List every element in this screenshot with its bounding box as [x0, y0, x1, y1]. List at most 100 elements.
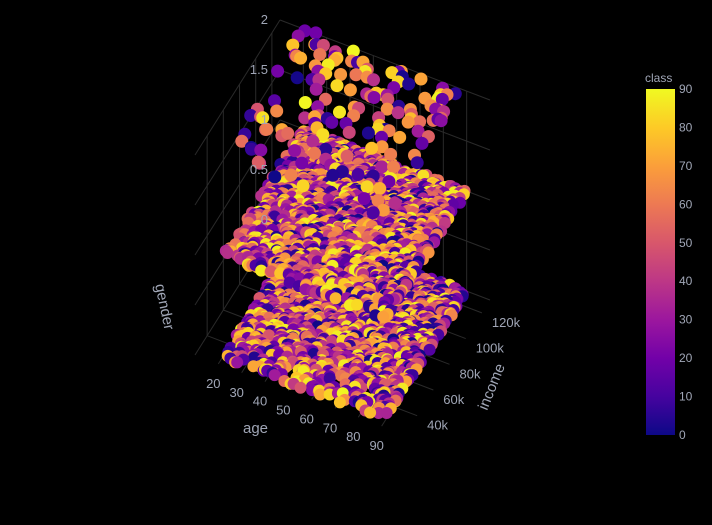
data-point	[333, 396, 346, 409]
data-point	[290, 71, 304, 85]
data-point	[284, 168, 298, 182]
colorbar-tick-label: 20	[679, 351, 693, 365]
data-point	[334, 68, 348, 81]
data-point	[411, 124, 425, 138]
data-point	[254, 143, 268, 157]
colorbar-tick-label: 90	[679, 82, 693, 96]
data-point	[298, 96, 312, 109]
data-point	[385, 66, 399, 80]
data-point	[268, 170, 282, 184]
colorbar-tick-label: 0	[679, 428, 686, 442]
x-tick-label: 50	[276, 403, 290, 418]
data-point	[410, 156, 424, 170]
data-point	[402, 77, 416, 91]
x-tick-label: 40	[253, 394, 267, 409]
data-point	[329, 292, 342, 305]
data-point	[326, 168, 340, 182]
data-point	[313, 48, 327, 61]
data-point	[373, 182, 387, 195]
data-point	[380, 407, 393, 419]
data-point	[393, 130, 407, 144]
data-point	[414, 72, 428, 86]
data-point	[296, 179, 310, 193]
data-point	[294, 51, 308, 65]
data-point	[325, 115, 339, 129]
colorbar-title: class	[645, 71, 672, 85]
y-tick-label: 40k	[427, 418, 448, 433]
data-point	[367, 73, 380, 87]
data-point	[330, 79, 344, 93]
data-point	[309, 82, 323, 96]
data-point	[231, 356, 244, 369]
data-point	[350, 298, 363, 311]
z-tick-label: 2	[261, 12, 268, 27]
z-tick-label: 0.5	[250, 162, 268, 177]
data-point	[381, 92, 395, 106]
data-point	[281, 126, 295, 140]
x-tick-label: 20	[206, 376, 220, 391]
data-point	[387, 160, 400, 174]
colorbar-tick-label: 80	[679, 120, 693, 134]
data-points	[219, 24, 471, 419]
data-point	[388, 196, 402, 210]
colorbar-tick-label: 10	[679, 390, 693, 404]
data-point	[319, 142, 333, 156]
data-point	[298, 111, 312, 125]
data-point	[288, 144, 302, 158]
data-point	[270, 104, 284, 118]
data-point	[361, 126, 375, 140]
data-point	[384, 147, 398, 161]
data-point	[244, 109, 258, 122]
data-point	[221, 247, 234, 259]
colorbar-tick-label: 30	[679, 313, 693, 327]
data-point	[391, 106, 405, 120]
data-point	[377, 310, 390, 323]
colorbar-ticks: 0 10 20 30 40 50 60 70 80 90	[679, 82, 693, 442]
data-point	[260, 122, 274, 136]
data-point	[434, 114, 448, 128]
data-point	[306, 134, 320, 148]
x-axis-title: age	[243, 420, 268, 437]
data-point	[380, 102, 394, 116]
data-point	[294, 381, 307, 394]
x-tick-label: 70	[323, 420, 337, 435]
y-tick-label: 60k	[443, 392, 464, 407]
data-point	[415, 136, 429, 150]
data-point	[245, 142, 258, 156]
data-point	[235, 134, 249, 148]
data-point	[286, 38, 300, 52]
data-point	[271, 64, 285, 78]
colorbar-tick-label: 50	[679, 236, 693, 250]
data-point	[349, 68, 363, 82]
z-tick-label: 1.5	[250, 62, 268, 77]
data-point	[367, 91, 381, 104]
data-point	[423, 343, 436, 356]
data-point	[357, 192, 371, 206]
data-point	[343, 83, 357, 97]
gridline	[194, 119, 281, 256]
y-tick-label: 80k	[460, 366, 481, 381]
data-point	[268, 94, 281, 108]
data-point	[366, 206, 380, 220]
data-point	[316, 128, 330, 142]
data-point	[351, 168, 365, 181]
data-point	[375, 140, 389, 154]
z-tick-label: 0	[261, 212, 268, 227]
x-tick-label: 60	[299, 411, 313, 426]
data-point	[375, 130, 388, 144]
data-point	[308, 146, 322, 160]
data-point	[309, 26, 323, 40]
x-tick-label: 80	[346, 429, 360, 444]
colorbar-tick-label: 60	[679, 197, 693, 211]
data-point	[340, 149, 354, 163]
colorbar-tick-label: 70	[679, 159, 693, 173]
data-point	[364, 406, 377, 419]
data-point	[435, 92, 449, 106]
y-tick-label: 120k	[492, 315, 521, 330]
data-point	[401, 115, 415, 129]
z-tick-label: 1	[261, 112, 268, 127]
data-point	[256, 111, 270, 125]
data-point	[251, 155, 265, 169]
colorbar	[646, 89, 675, 435]
